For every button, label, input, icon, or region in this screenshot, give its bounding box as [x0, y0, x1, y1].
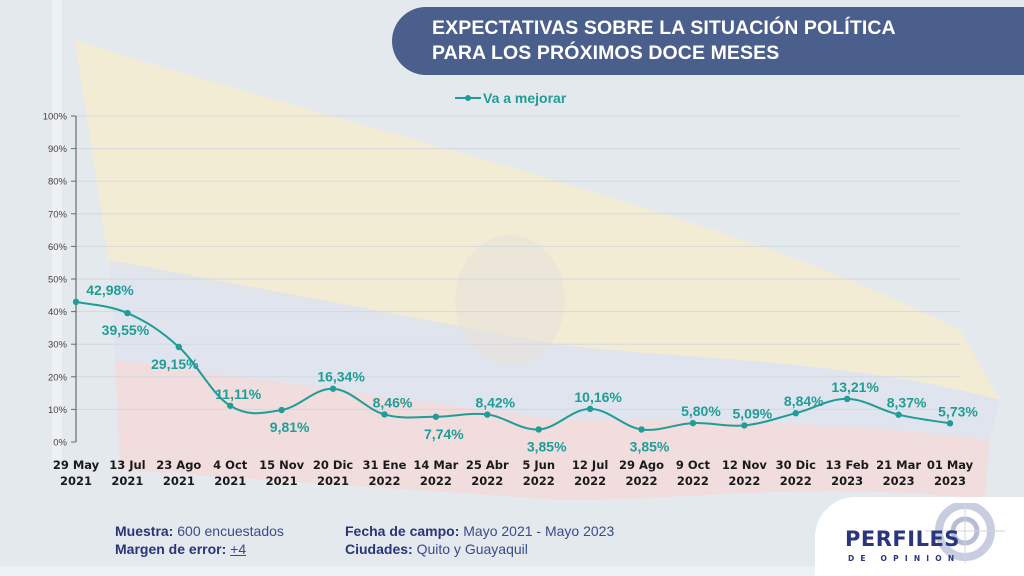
- x-tick-label: 25 Abr 2022: [466, 458, 509, 488]
- data-point: [124, 309, 131, 317]
- data-point: [535, 426, 542, 433]
- x-axis: 29 May 2021 13 Jul 2021 23 Ago 2021 4 Oct 2021 1…: [53, 458, 974, 488]
- x-tick-label: 31 Ene 2022: [363, 458, 407, 488]
- data-label: 8,84%: [784, 393, 824, 409]
- footer-right: Fecha de campo: Mayo 2021 - Mayo 2023 Ci…: [345, 522, 614, 558]
- data-label: 5,80%: [681, 403, 721, 419]
- x-tick-label: 15 Nov 2021: [259, 458, 305, 488]
- x-tick-label: 21 Mar 2023: [876, 458, 921, 488]
- legend-line-marker-icon: [455, 95, 481, 101]
- fecha-label: Fecha de campo:: [345, 523, 460, 539]
- data-point: [843, 395, 851, 403]
- data-point: [329, 385, 337, 392]
- data-point: [792, 409, 799, 417]
- x-tick-label: 14 Mar 2022: [413, 458, 458, 488]
- muestra-value: 600 encuestados: [177, 523, 284, 539]
- x-tick-label: 13 Jul 2021: [109, 458, 145, 488]
- x-tick-label: 23 Ago 2021: [156, 458, 201, 488]
- data-point: [741, 422, 748, 429]
- line-chart: 0% 10% 20% 30% 40% 50% 60% 70% 80% 90% 100% 29 May…: [43, 112, 979, 489]
- data-label: 8,42%: [475, 395, 515, 411]
- title-bar: EXPECTATIVAS SOBRE LA SITUACIÓN POLÍTICA…: [392, 7, 1024, 75]
- data-point: [381, 411, 388, 418]
- data-label: 9,81%: [270, 419, 310, 435]
- legend-label: Va a mejorar: [483, 90, 567, 106]
- x-tick-label: 29 Ago 2022: [619, 458, 664, 488]
- chart-legend: Va a mejorar: [455, 90, 566, 106]
- data-point: [72, 298, 80, 306]
- data-point: [175, 343, 183, 351]
- y-tick-label: 70%: [48, 209, 68, 220]
- y-tick-label: 80%: [48, 177, 68, 188]
- x-tick-label: 29 May 2021: [53, 458, 100, 488]
- y-tick-label: 30%: [48, 340, 68, 351]
- logo-subtitle: DE OPINION: [848, 554, 961, 563]
- x-tick-label: 4 Oct 2021: [213, 458, 248, 488]
- ciudades-label: Ciudades:: [345, 541, 413, 557]
- data-label: 8,46%: [373, 394, 413, 410]
- data-label: 7,74%: [424, 426, 464, 442]
- data-point: [227, 402, 234, 409]
- margen-label: Margen de error:: [115, 541, 227, 557]
- data-point: [278, 406, 285, 414]
- gridlines: [76, 115, 960, 410]
- x-tick-label: 13 Feb 2023: [825, 458, 868, 488]
- data-label: 8,37%: [887, 395, 927, 411]
- data-point: [586, 405, 594, 413]
- y-axis: 0% 10% 20% 30% 40% 50% 60% 70% 80% 90% 100%: [43, 112, 77, 449]
- x-tick-label: 01 May 2023: [927, 458, 974, 488]
- chart-title-line2: PARA LOS PRÓXIMOS DOCE MESES: [432, 42, 780, 64]
- x-tick-label: 12 Jul 2022: [572, 458, 608, 488]
- y-tick-label: 40%: [48, 307, 68, 318]
- x-tick-label: 30 Dic 2022: [776, 458, 816, 488]
- data-label: 42,98%: [86, 282, 134, 298]
- ciudades-value: Quito y Guayaquil: [416, 541, 528, 557]
- data-points: [72, 298, 954, 433]
- data-point: [689, 419, 697, 427]
- data-label: 11,11%: [215, 386, 261, 402]
- data-label: 5,73%: [938, 403, 978, 419]
- chart-title-line1: EXPECTATIVAS SOBRE LA SITUACIÓN POLÍTICA: [432, 17, 896, 39]
- y-tick-label: 20%: [48, 372, 68, 383]
- data-label: 39,55%: [102, 322, 150, 338]
- data-label: 5,09%: [733, 405, 773, 421]
- footer-left: Muestra: 600 encuestados Margen de error…: [115, 522, 284, 558]
- data-point: [432, 413, 440, 420]
- target-logo-icon: [925, 503, 1005, 563]
- margen-value: +4: [230, 541, 247, 557]
- x-tick-label: 20 Dic 2021: [313, 458, 353, 488]
- muestra-label: Muestra:: [115, 523, 174, 539]
- x-tick-label: 9 Oct 2022: [676, 458, 711, 488]
- data-label: 10,16%: [574, 389, 622, 405]
- data-point: [946, 420, 954, 427]
- data-point: [638, 426, 645, 433]
- y-tick-label: 60%: [48, 242, 68, 253]
- data-label: 16,34%: [317, 369, 365, 385]
- data-point: [895, 411, 902, 418]
- y-tick-label: 0%: [53, 438, 67, 449]
- data-label: 13,21%: [831, 379, 879, 395]
- y-tick-label: 90%: [48, 144, 68, 155]
- fecha-value: Mayo 2021 - Mayo 2023: [463, 523, 615, 539]
- data-label: 3,85%: [630, 438, 670, 454]
- data-point: [484, 411, 491, 418]
- x-tick-label: 5 Jun 2022: [522, 458, 555, 488]
- x-tick-label: 12 Nov 2022: [722, 458, 768, 488]
- data-label: 3,85%: [527, 438, 567, 454]
- y-tick-label: 10%: [48, 405, 68, 416]
- logo-name: PERFILES: [845, 527, 960, 551]
- data-label: 29,15%: [151, 356, 199, 372]
- y-tick-label: 100%: [43, 112, 68, 123]
- y-tick-label: 50%: [48, 275, 68, 286]
- data-labels: 42,98% 39,55% 29,15% 11,11% 9,81% 16,34% 8,46%…: [86, 282, 978, 455]
- series-line-va-a-mejorar: [75, 300, 951, 431]
